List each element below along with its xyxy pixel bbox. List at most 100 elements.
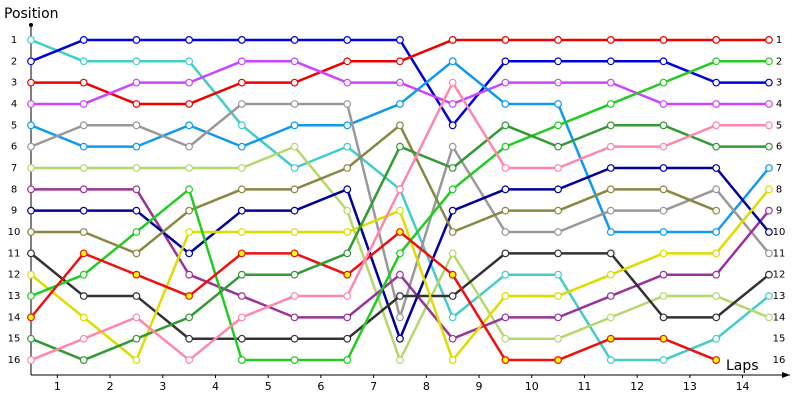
series-point [237, 206, 246, 215]
x-tick-label: 11 [577, 380, 591, 393]
series-point [659, 206, 668, 215]
series-point [237, 313, 246, 322]
series-point [765, 164, 773, 172]
series-point [79, 270, 88, 279]
series-point [27, 164, 35, 172]
series-point [554, 334, 562, 343]
series-point [448, 57, 457, 66]
series-point [185, 292, 194, 300]
series-point [185, 270, 194, 279]
series-point [132, 228, 141, 236]
series-point [712, 78, 721, 87]
series-point [448, 356, 457, 364]
series-point [659, 36, 668, 44]
series-point [343, 270, 352, 279]
series-point [712, 334, 721, 343]
series-point [237, 292, 246, 300]
series-point [712, 356, 721, 364]
y-tick-label: 1 [11, 35, 17, 46]
y-tick-label: 3 [11, 78, 17, 89]
series-point [765, 185, 773, 194]
series-point [554, 228, 562, 236]
y-tick-label: 15 [8, 334, 21, 345]
x-axis-title: Laps [726, 358, 759, 374]
series-point [237, 57, 246, 66]
series-point [765, 228, 773, 236]
series-point [712, 36, 721, 44]
y-tick-label-right: 15 [773, 334, 786, 345]
series-point [501, 142, 510, 151]
series-point [290, 206, 299, 215]
series-point [290, 57, 299, 66]
series-point [659, 249, 668, 258]
series-point [290, 356, 299, 364]
series-point [132, 356, 141, 364]
series-point [132, 334, 141, 343]
series-point [343, 36, 352, 44]
series-point [27, 36, 35, 44]
series-point [765, 206, 773, 215]
series-point [501, 100, 510, 108]
y-tick-label: 9 [11, 206, 17, 217]
series-point [237, 270, 246, 279]
x-tick-label: 12 [630, 380, 644, 393]
y-tick-label-right: 3 [776, 78, 782, 89]
series-point [501, 228, 510, 236]
series-point [290, 292, 299, 300]
series-point [237, 228, 246, 236]
series-point [606, 206, 615, 215]
x-tick-label: 9 [476, 380, 483, 393]
series-point [712, 313, 721, 322]
series-point [79, 206, 88, 215]
series-point [27, 100, 35, 108]
series-point [448, 36, 457, 44]
series-point [659, 164, 668, 172]
series-point [237, 249, 246, 258]
series-point [27, 334, 35, 343]
series-point [396, 185, 404, 194]
series-point [501, 121, 510, 130]
series-point [448, 206, 457, 215]
series-point [659, 57, 668, 66]
series-point [606, 228, 615, 236]
series-point [606, 78, 615, 87]
series-point [290, 313, 299, 322]
series-point [132, 206, 141, 215]
series-point [27, 57, 35, 66]
series-point [343, 100, 352, 108]
series-point [185, 100, 194, 108]
y-tick-label: 16 [8, 355, 21, 366]
series-point [606, 36, 615, 44]
series-point [290, 334, 299, 343]
series-point [606, 249, 615, 258]
series-point [396, 356, 404, 364]
series-point [79, 249, 88, 258]
y-tick-label: 8 [11, 184, 17, 195]
y-tick-label-right: 5 [776, 120, 782, 131]
series-point [132, 270, 141, 279]
series-point [343, 228, 352, 236]
series-point [396, 121, 404, 130]
series-point [659, 100, 668, 108]
series-point [659, 292, 668, 300]
series-point [712, 270, 721, 279]
series-point [659, 334, 668, 343]
series-point [712, 164, 721, 172]
series-point [606, 356, 615, 364]
x-tick-label: 1 [54, 380, 61, 393]
x-tick-label: 13 [683, 380, 697, 393]
series-point [185, 57, 194, 66]
y-tick-label: 2 [11, 56, 17, 67]
x-tick-label: 14 [736, 380, 750, 393]
x-tick-label: 4 [212, 380, 219, 393]
series-point [27, 206, 35, 215]
series-point [606, 164, 615, 172]
series-point [765, 270, 773, 279]
series-point [343, 121, 352, 130]
axis-dot [29, 23, 33, 27]
series-point [185, 334, 194, 343]
series-point [132, 185, 141, 194]
series-point [765, 313, 773, 322]
series-point [765, 249, 773, 258]
series-point [712, 292, 721, 300]
